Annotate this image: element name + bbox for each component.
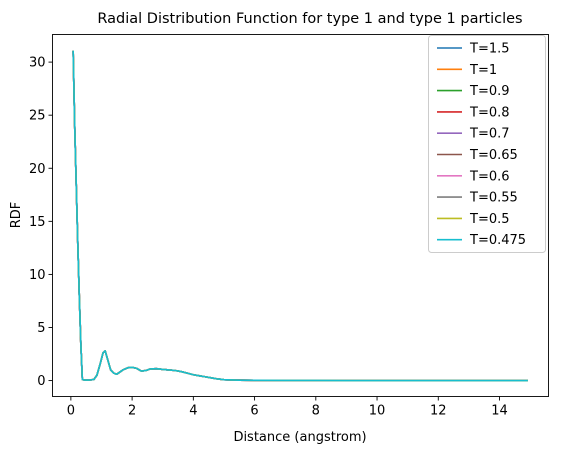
x-tick-label: 2 xyxy=(128,404,136,419)
legend-label-9: T=0.475 xyxy=(469,233,526,248)
legend-label-7: T=0.55 xyxy=(469,191,518,206)
x-tick-label: 10 xyxy=(369,404,386,419)
x-tick-label: 4 xyxy=(189,404,197,419)
y-axis-title: RDF xyxy=(9,202,24,229)
x-tick-label: 8 xyxy=(312,404,320,419)
legend-label-3: T=0.8 xyxy=(469,105,510,120)
legend-label-5: T=0.65 xyxy=(469,148,518,163)
legend: T=1.5 T=1 T=0.9 T=0.8 T=0.7 T=0.65 T=0.6 T=0.55… xyxy=(429,36,546,253)
legend-label-1: T=1 xyxy=(469,63,497,78)
legend-label-2: T=0.9 xyxy=(469,84,510,99)
y-tick-label: 15 xyxy=(29,215,46,230)
x-axis-title: Distance (angstrom) xyxy=(233,430,366,445)
x-tick-label: 12 xyxy=(430,404,447,419)
y-tick-label: 20 xyxy=(29,162,46,177)
y-tick-label: 0 xyxy=(37,374,45,389)
y-tick-label: 5 xyxy=(37,321,45,336)
y-tick-label: 25 xyxy=(29,109,46,124)
x-tick-label: 6 xyxy=(250,404,258,419)
x-tick-label: 14 xyxy=(491,404,508,419)
y-tick-label: 30 xyxy=(29,56,46,71)
chart-title: Radial Distribution Function for type 1 … xyxy=(97,11,522,27)
y-tick-label: 10 xyxy=(29,268,46,283)
legend-label-0: T=1.5 xyxy=(469,42,510,57)
x-tick-label: 0 xyxy=(67,404,75,419)
legend-label-6: T=0.6 xyxy=(469,169,510,184)
legend-label-8: T=0.5 xyxy=(469,212,510,227)
legend-label-4: T=0.7 xyxy=(469,127,510,142)
